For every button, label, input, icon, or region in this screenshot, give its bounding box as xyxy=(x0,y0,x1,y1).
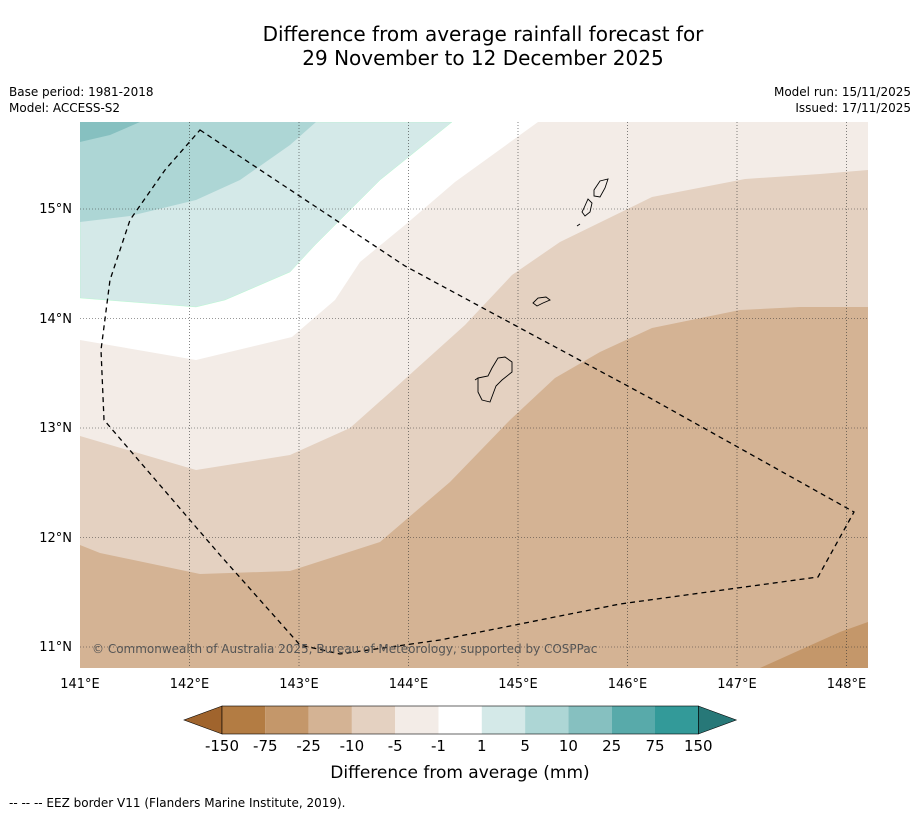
colorbar-segment xyxy=(222,706,266,734)
aguijan-island xyxy=(576,223,581,227)
lon-labels: 141°E 142°E 143°E 144°E 145°E 146°E 147°… xyxy=(60,677,866,692)
colorbar-tick-label: -75 xyxy=(253,737,278,755)
lon-label: 143°E xyxy=(279,677,319,692)
contour-band-plus10 xyxy=(80,122,140,142)
rota-island xyxy=(532,296,551,307)
tinian-island xyxy=(581,198,593,217)
colorbar-tick-label: 10 xyxy=(559,737,578,755)
title-line-1: Difference from average rainfall forecas… xyxy=(262,22,704,46)
meta-left: Base period: 1981-2018 Model: ACCESS-S2 xyxy=(9,84,154,116)
colorbar-tick-label: 5 xyxy=(520,737,530,755)
colorbar xyxy=(183,705,738,735)
islands xyxy=(474,178,609,403)
colorbar-segment xyxy=(568,706,612,734)
guam-point xyxy=(474,377,479,381)
lat-labels: 15°N 14°N 13°N 12°N 11°N xyxy=(39,202,72,655)
colorbar-segment xyxy=(395,706,439,734)
colorbar-segment xyxy=(611,706,655,734)
colorbar-tick-label: -5 xyxy=(388,737,403,755)
guam-island xyxy=(477,356,513,403)
chart-title: Difference from average rainfall forecas… xyxy=(0,22,919,70)
colorbar-segment xyxy=(525,706,569,734)
issued-text: Issued: 17/11/2025 xyxy=(795,101,911,115)
colorbar-tick-label: 150 xyxy=(684,737,713,755)
lon-label: 148°E xyxy=(827,677,867,692)
lat-label: 11°N xyxy=(39,640,72,655)
colorbar-border xyxy=(221,705,699,735)
lon-label: 144°E xyxy=(389,677,429,692)
base-period-text: Base period: 1981-2018 xyxy=(9,85,154,99)
colorbar-segment xyxy=(481,706,526,734)
colorbar-label: Difference from average (mm) xyxy=(330,763,589,783)
model-text: Model: ACCESS-S2 xyxy=(9,101,121,115)
colorbar-extend-low xyxy=(183,705,223,735)
eez-footnote: -- -- -- EEZ border V11 (Flanders Marine… xyxy=(9,796,346,810)
title-line-2: 29 November to 12 December 2025 xyxy=(302,46,664,70)
colorbar-segment xyxy=(438,706,482,734)
colorbar-tick-label: -150 xyxy=(205,737,239,755)
lat-label: 14°N xyxy=(39,312,72,327)
gridlines xyxy=(80,122,868,668)
colorbar-segment xyxy=(265,706,309,734)
colorbar-extend-high xyxy=(697,705,738,735)
contour-band-plus5 xyxy=(80,122,316,222)
rainfall-contours xyxy=(80,122,868,668)
colorbar-tick-labels: -150 -75 -25 -10 -5 -1 1 5 10 25 75 150 xyxy=(205,737,713,755)
lon-label: 145°E xyxy=(498,677,538,692)
colorbar-segment xyxy=(655,706,699,734)
lon-label: 141°E xyxy=(60,677,100,692)
model-run-text: Model run: 15/11/2025 xyxy=(773,85,911,99)
colorbar-segment xyxy=(308,706,352,734)
lon-label: 146°E xyxy=(608,677,648,692)
lat-label: 13°N xyxy=(39,421,72,436)
meta-right: Model run: 15/11/2025 Issued: 17/11/2025 xyxy=(774,84,911,116)
copyright-text: © Commonwealth of Australia 2025, Bureau… xyxy=(92,642,597,656)
colorbar-tick-label: -1 xyxy=(431,737,446,755)
eez-border xyxy=(100,129,855,655)
colorbar-tick-label: -25 xyxy=(296,737,321,755)
colorbar-tick-label: -10 xyxy=(340,737,365,755)
lon-label: 142°E xyxy=(170,677,210,692)
colorbar-segment xyxy=(351,706,396,734)
lat-label: 12°N xyxy=(39,531,72,546)
saipan-island xyxy=(593,178,609,198)
contour-band-minus75 xyxy=(760,622,868,668)
colorbar-tick-label: 25 xyxy=(602,737,621,755)
lon-label: 147°E xyxy=(717,677,757,692)
colorbar-tick-label: 1 xyxy=(477,737,487,755)
lat-label: 15°N xyxy=(39,202,72,217)
colorbar-tick-label: 75 xyxy=(645,737,664,755)
